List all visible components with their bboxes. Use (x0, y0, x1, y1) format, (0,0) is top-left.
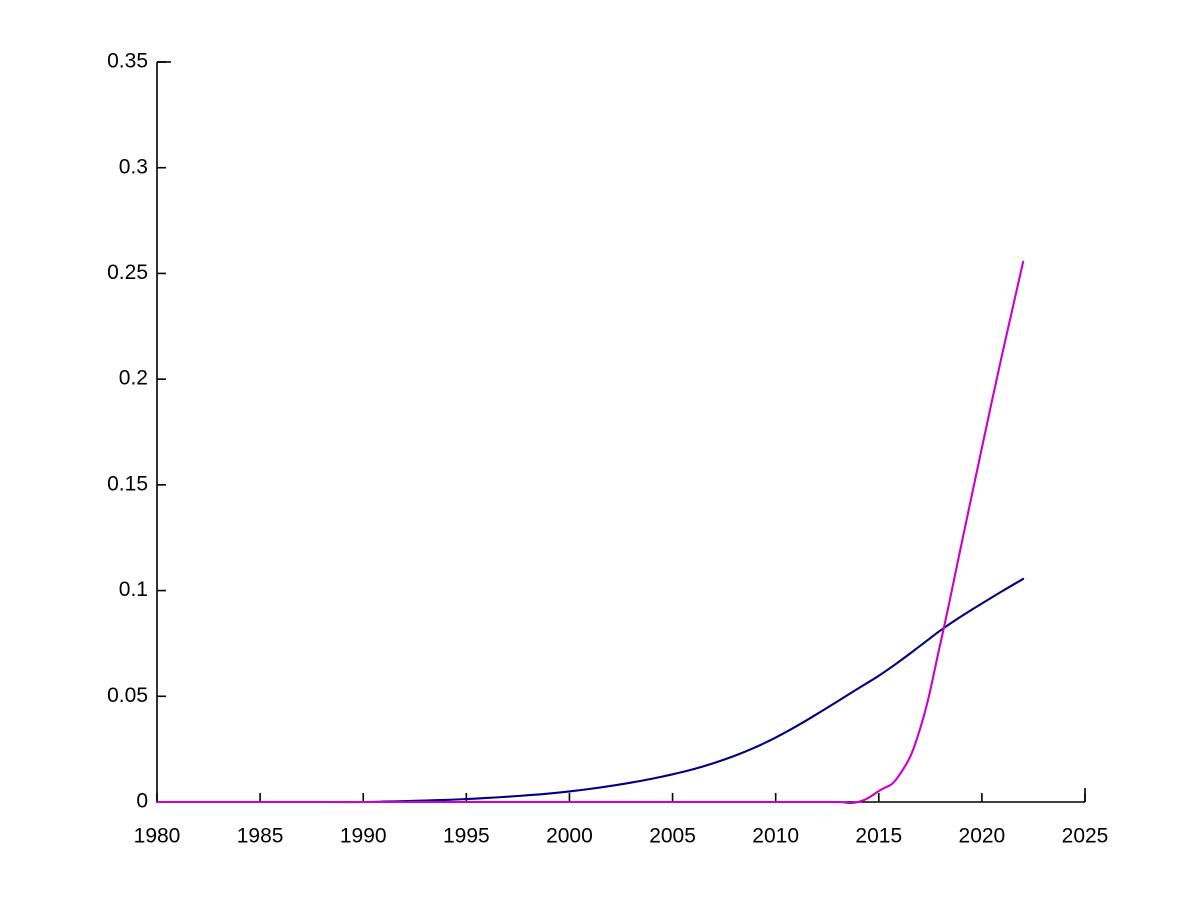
x-tick-label: 2020 (959, 824, 1006, 847)
y-tick-label: 0.15 (107, 472, 148, 495)
axis-ticks (156, 61, 1086, 803)
x-tick-label: 2000 (546, 824, 593, 847)
x-tick-label: 1995 (443, 824, 490, 847)
x-tick-label: 1985 (237, 824, 284, 847)
y-tick-label: 0.05 (107, 684, 148, 707)
y-tick-label: 0.3 (119, 155, 148, 178)
x-tick-label: 2010 (752, 824, 799, 847)
y-tick-label: 0 (136, 790, 148, 813)
x-tick-label: 2005 (649, 824, 696, 847)
chart-axes (156, 61, 1086, 803)
axis-tick-labels: 1980 1985 1990 1995 2000 2005 2010 2015 2020 2025… (107, 50, 1108, 848)
x-tick-label: 2025 (1062, 824, 1109, 847)
y-tick-label: 0.2 (119, 367, 148, 390)
axis-spines (156, 62, 1085, 803)
series-magenta (155, 260, 1025, 805)
data-series-group (155, 260, 1025, 805)
y-tick-label: 0.25 (107, 261, 148, 284)
x-tick-label: 1980 (134, 824, 181, 847)
y-tick-label: 0.35 (107, 50, 148, 73)
y-tick-label: 0.1 (119, 578, 148, 601)
x-tick-label: 2015 (855, 824, 902, 847)
x-tick-label: 1990 (340, 824, 387, 847)
series-navy (155, 577, 1025, 804)
